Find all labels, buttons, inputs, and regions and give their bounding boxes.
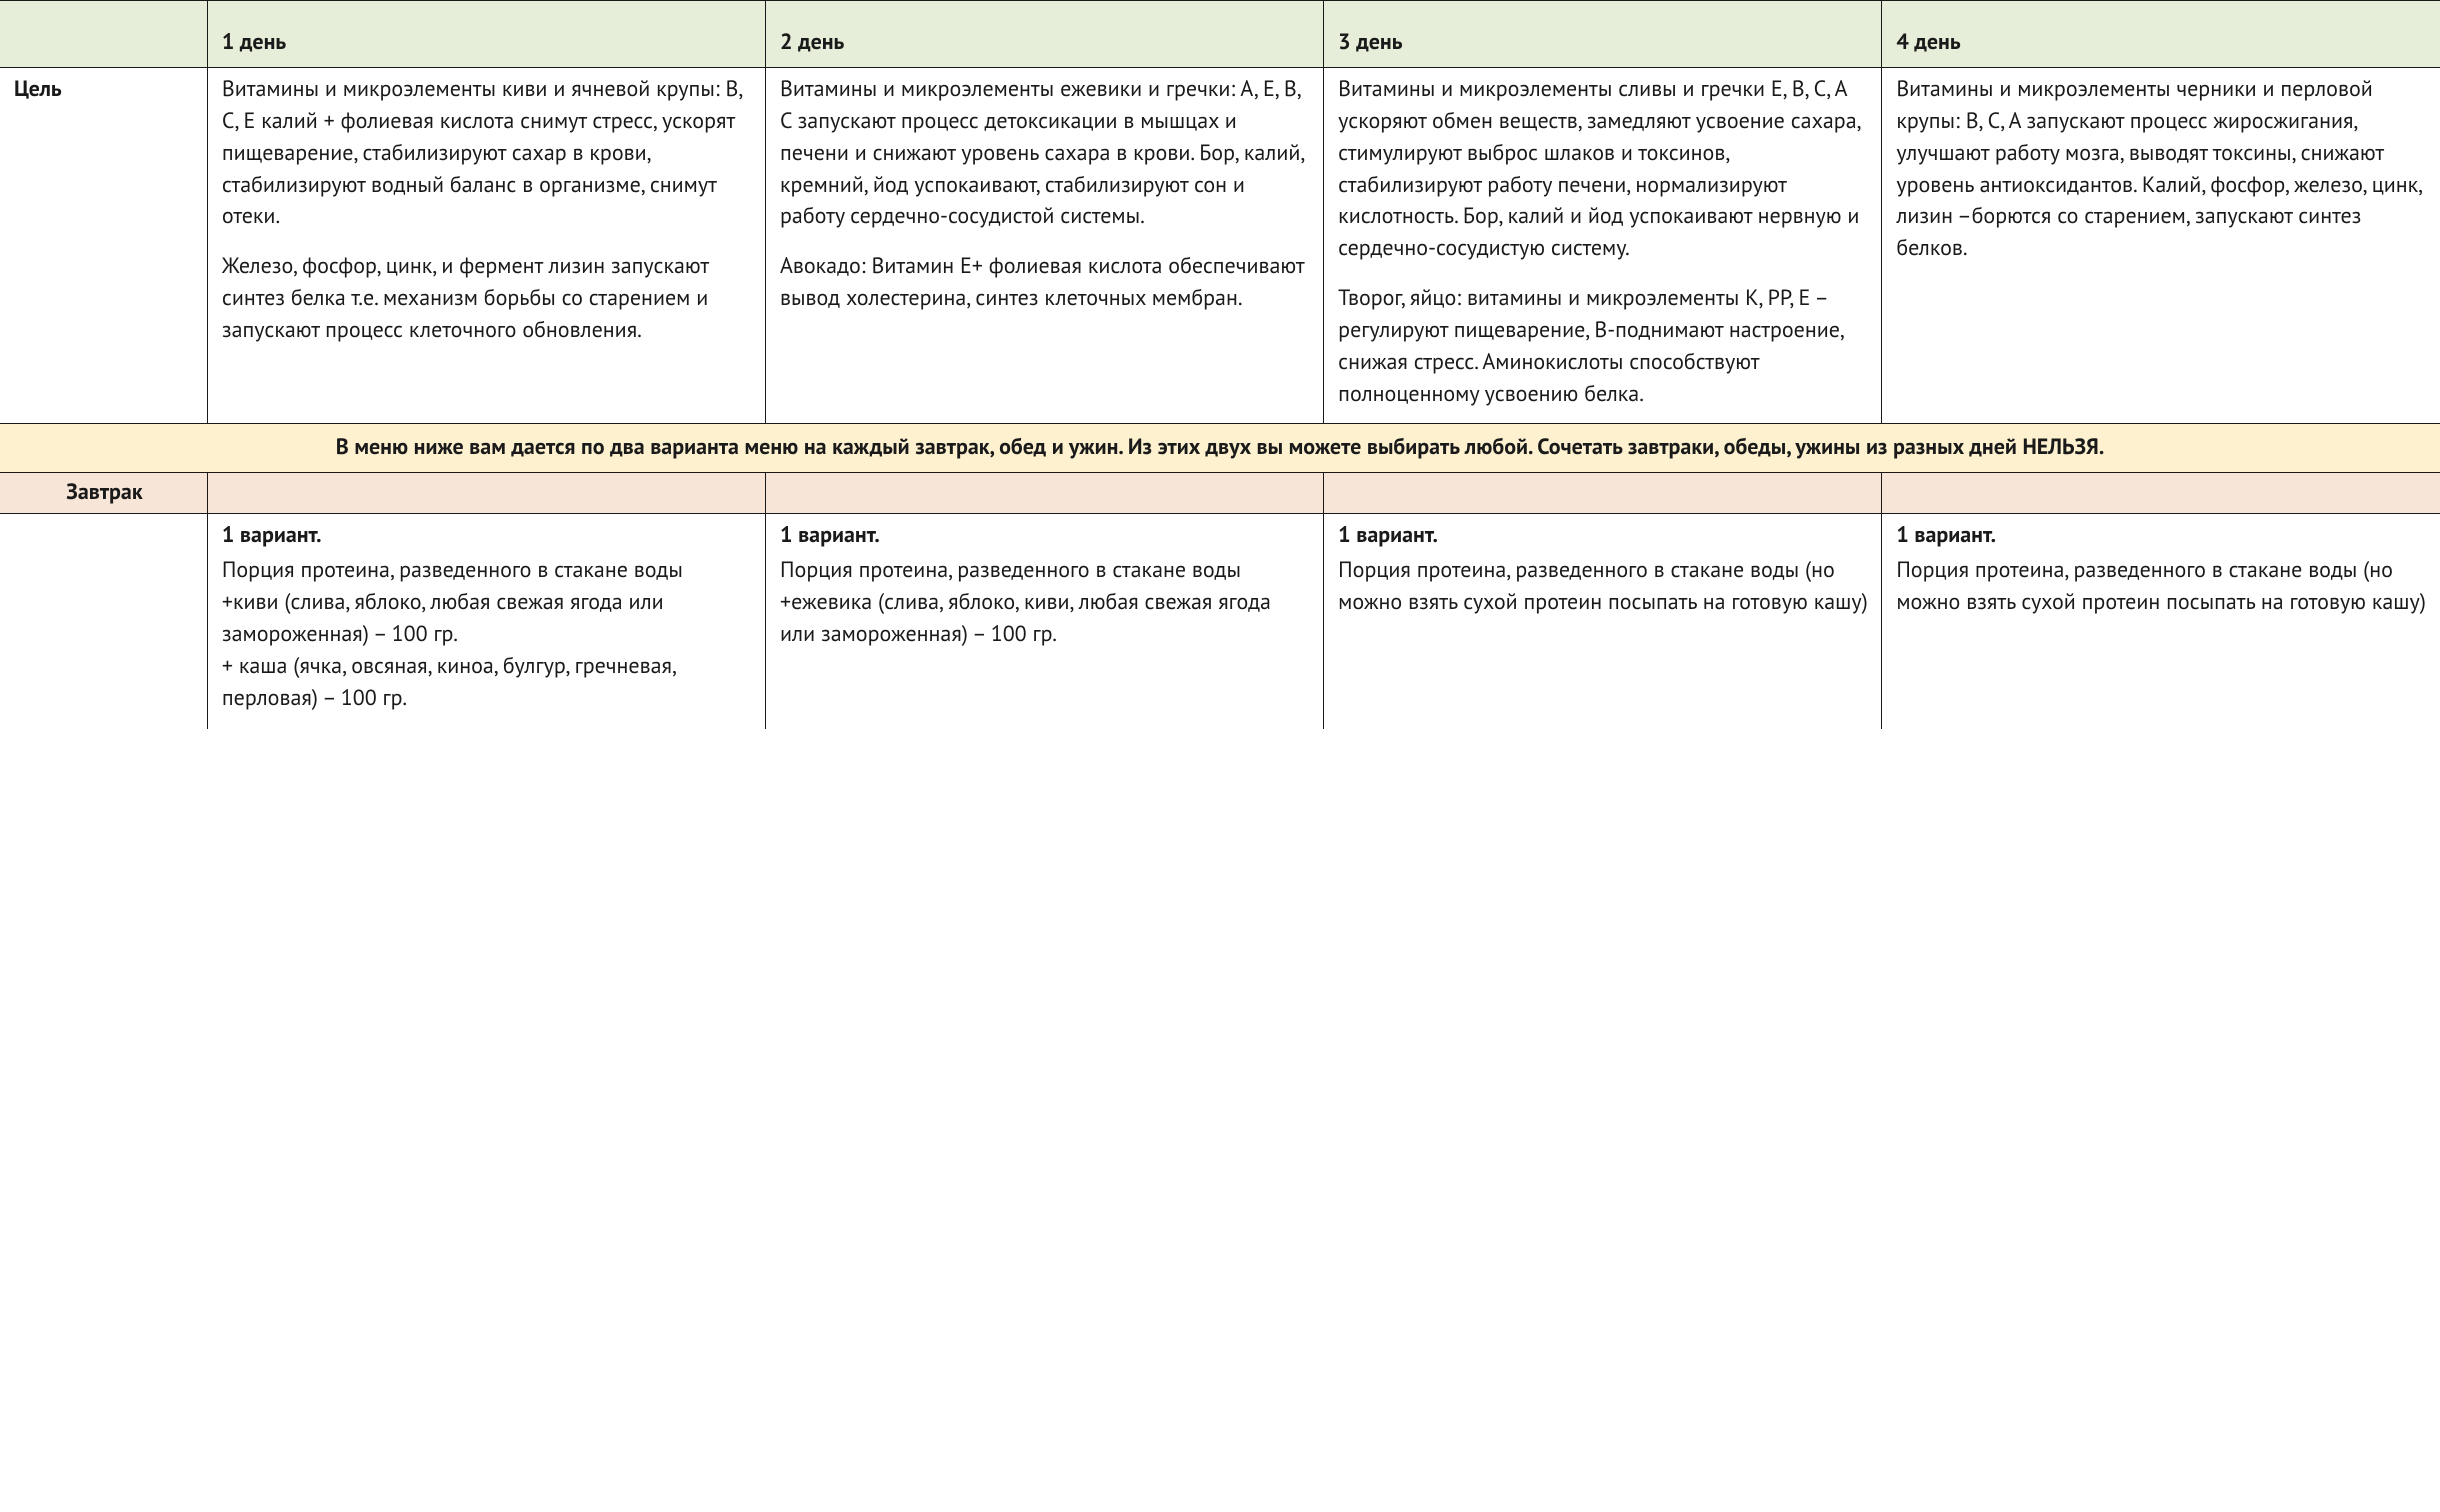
- goal-cell-2-p1: Витамины и микроэлементы ежевики и гречк…: [780, 74, 1311, 233]
- goal-cell-1-p2: Железо, фосфор, цинк, и фермент лизин за…: [222, 251, 753, 347]
- breakfast-blank-4: [1882, 472, 2440, 513]
- breakfast-variant-1-text: Порция протеина, разведенного в стакане …: [222, 555, 753, 714]
- goal-cell-3-p2: Творог, яйцо: витамины и микроэлементы К…: [1338, 283, 1869, 411]
- breakfast-variant-cell-3: 1 вариант. Порция протеина, разведенного…: [1324, 513, 1882, 729]
- header-day-4: 4 день: [1882, 1, 2440, 68]
- breakfast-blank-2: [766, 472, 1324, 513]
- breakfast-blank-3: [1324, 472, 1882, 513]
- breakfast-variant-2-text: Порция протеина, разведенного в стакане …: [780, 555, 1311, 651]
- breakfast-variant-3-text: Порция протеина, разведенного в стакане …: [1338, 555, 1869, 619]
- goal-row: Цель Витамины и микроэлементы киви и ячн…: [0, 67, 2440, 423]
- note-row: В меню ниже вам дается по два варианта м…: [0, 423, 2440, 472]
- breakfast-blank-1: [207, 472, 765, 513]
- header-blank: [0, 1, 207, 68]
- breakfast-variant-3-label: 1 вариант.: [1338, 520, 1869, 552]
- meal-plan-table: 1 день 2 день 3 день 4 день Цель Витамин…: [0, 0, 2440, 729]
- goal-cell-3-p1: Витамины и микроэлементы сливы и гречки …: [1338, 74, 1869, 265]
- goal-cell-3: Витамины и микроэлементы сливы и гречки …: [1324, 67, 1882, 423]
- breakfast-variant-cell-2: 1 вариант. Порция протеина, разведенного…: [766, 513, 1324, 729]
- breakfast-variant-1-label: 1 вариант.: [222, 520, 753, 552]
- goal-cell-4: Витамины и микроэлементы черники и перло…: [1882, 67, 2440, 423]
- breakfast-variant-cell-4: 1 вариант. Порция протеина, разведенного…: [1882, 513, 2440, 729]
- goal-cell-4-p1: Витамины и микроэлементы черники и перло…: [1896, 74, 2428, 265]
- breakfast-label: Завтрак: [0, 472, 207, 513]
- breakfast-variant-4-text: Порция протеина, разведенного в стакане …: [1896, 555, 2428, 619]
- goal-cell-2-p2: Авокадо: Витамин Е+ фолиевая кислота обе…: [780, 251, 1311, 315]
- header-row: 1 день 2 день 3 день 4 день: [0, 1, 2440, 68]
- breakfast-variant-2-label: 1 вариант.: [780, 520, 1311, 552]
- header-day-2: 2 день: [766, 1, 1324, 68]
- breakfast-section-row: Завтрак: [0, 472, 2440, 513]
- goal-label: Цель: [0, 67, 207, 423]
- goal-cell-1: Витамины и микроэлементы киви и ячневой …: [207, 67, 765, 423]
- breakfast-variant-row: 1 вариант. Порция протеина, разведенного…: [0, 513, 2440, 729]
- goal-cell-1-p1: Витамины и микроэлементы киви и ячневой …: [222, 74, 753, 233]
- breakfast-variant-4-label: 1 вариант.: [1896, 520, 2428, 552]
- goal-cell-2: Витамины и микроэлементы ежевики и гречк…: [766, 67, 1324, 423]
- breakfast-variant-cell-1: 1 вариант. Порция протеина, разведенного…: [207, 513, 765, 729]
- header-day-1: 1 день: [207, 1, 765, 68]
- breakfast-variant-rowlabel: [0, 513, 207, 729]
- note-text: В меню ниже вам дается по два варианта м…: [0, 423, 2440, 472]
- header-day-3: 3 день: [1324, 1, 1882, 68]
